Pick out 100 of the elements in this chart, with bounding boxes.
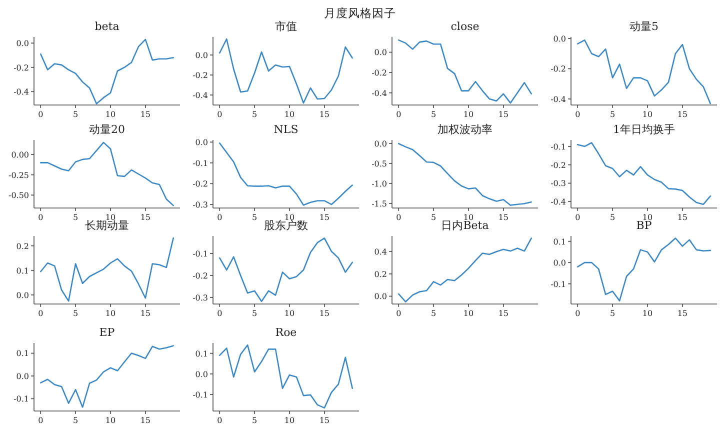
line-series [40, 237, 174, 302]
chart-title: 股东户数 [264, 219, 308, 232]
y-tick-label: 0.0 [16, 39, 29, 48]
line-series [218, 38, 354, 104]
x-tick-label: 5 [610, 110, 616, 119]
y-tick-label: 0.1 [553, 237, 566, 246]
x-tick-label: 0 [38, 213, 44, 222]
y-tick-label: 0.0 [374, 292, 387, 302]
x-tick-label: 15 [319, 213, 330, 222]
x-tick-label: 10 [105, 110, 116, 119]
x-tick-label: 0 [575, 309, 580, 318]
y-tick-label: 0.1 [195, 349, 208, 358]
x-tick-label: 0 [217, 309, 222, 318]
x-tick-label: 10 [105, 213, 116, 222]
x-tick-label: 0 [217, 416, 222, 425]
chart-title: EP [99, 326, 116, 339]
y-tick-label: -0.3 [192, 200, 208, 210]
x-tick-label: 10 [284, 309, 295, 318]
x-tick-label: 10 [463, 213, 474, 222]
x-tick-label: 0 [38, 416, 44, 425]
y-tick-label: -0.50 [8, 191, 29, 200]
y-tick-label: -0.2 [192, 180, 208, 189]
line-series [576, 237, 712, 302]
y-tick-label: -0.4 [14, 88, 29, 97]
y-tick-label: 0.4 [374, 248, 387, 257]
y-tick-label: 0.0 [195, 51, 208, 60]
line-series [218, 344, 354, 409]
y-tick-label: 0.2 [374, 270, 387, 279]
chart-title: close [450, 20, 480, 33]
x-tick-label: 0 [575, 213, 580, 222]
x-tick-label: 0 [396, 309, 402, 318]
line-series [398, 142, 532, 206]
x-tick-label: 0 [575, 110, 580, 119]
y-tick-label: -0.1 [550, 142, 566, 152]
x-tick-label: 0 [217, 213, 222, 222]
y-tick-label: -0.4 [550, 198, 566, 207]
y-tick-label: -0.4 [192, 91, 208, 100]
y-tick-label: -0.3 [192, 293, 208, 302]
text: 月度风格因子 [324, 6, 396, 20]
y-tick-label: -0.1 [192, 158, 208, 168]
y-tick-label: 0.00 [11, 150, 29, 160]
x-tick-label: 5 [252, 309, 258, 318]
x-tick-label: 15 [140, 309, 151, 318]
y-tick-label: -0.2 [550, 64, 566, 74]
line-series [398, 238, 532, 302]
y-tick-label: -0.3 [550, 179, 566, 188]
x-tick-label: 15 [677, 213, 688, 222]
y-tick-label: -0.1 [550, 280, 566, 289]
y-tick-label: -0.2 [372, 68, 387, 78]
y-tick-label: 0.2 [16, 242, 29, 251]
y-tick-label: 0.1 [16, 349, 29, 358]
line-series [576, 39, 712, 104]
x-tick-label: 10 [463, 309, 474, 318]
x-tick-label: 5 [252, 110, 258, 119]
x-tick-label: 15 [498, 110, 509, 119]
y-tick-label: -0.1 [14, 394, 29, 404]
x-tick-label: 5 [73, 213, 78, 222]
y-tick-label: 0.0 [16, 372, 29, 381]
x-tick-label: 15 [498, 309, 509, 318]
y-tick-label: 0.0 [195, 138, 208, 148]
x-tick-label: 5 [252, 416, 258, 425]
line-series [576, 142, 712, 205]
line-series [40, 345, 174, 408]
line-series [40, 142, 174, 206]
y-tick-label: 0.0 [553, 258, 566, 268]
chart-title: 加权波动率 [438, 123, 492, 136]
x-tick-label: 0 [38, 309, 44, 318]
x-tick-label: 5 [73, 309, 78, 318]
y-tick-label: 0.0 [553, 34, 566, 44]
x-tick-label: 10 [105, 416, 116, 425]
y-tick-label: -1.5 [372, 200, 387, 209]
y-tick-label: 0.0 [195, 370, 208, 379]
y-tick-label: -0.2 [14, 63, 29, 72]
y-tick-label: -0.4 [550, 94, 566, 104]
y-tick-label: -0.25 [8, 170, 29, 180]
x-tick-label: 5 [73, 416, 78, 425]
x-tick-label: 10 [642, 213, 653, 222]
y-tick-label: -0.4 [372, 88, 387, 98]
y-tick-label: 0.0 [16, 290, 29, 300]
y-tick-label: -1.0 [372, 180, 387, 189]
x-tick-label: 15 [677, 110, 688, 119]
x-tick-label: 15 [677, 309, 688, 318]
line-series [398, 39, 532, 104]
chart-title: BP [636, 219, 652, 232]
y-tick-label: -0.2 [192, 271, 208, 280]
x-tick-label: 5 [431, 309, 436, 318]
x-tick-label: 10 [284, 416, 295, 425]
x-tick-label: 15 [498, 213, 509, 222]
y-tick-label: 0.1 [16, 266, 29, 276]
x-tick-label: 0 [217, 110, 222, 119]
chart-title: 日内Beta [441, 219, 490, 232]
x-tick-label: 5 [252, 213, 258, 222]
x-tick-label: 15 [319, 309, 330, 318]
x-tick-label: 15 [140, 213, 151, 222]
y-tick-label: 0.0 [374, 140, 387, 149]
x-tick-label: 10 [463, 110, 474, 119]
y-tick-label: -0.1 [192, 250, 208, 259]
x-tick-label: 0 [396, 110, 402, 119]
y-tick-label: 0.0 [374, 48, 387, 58]
x-tick-label: 10 [284, 213, 295, 222]
